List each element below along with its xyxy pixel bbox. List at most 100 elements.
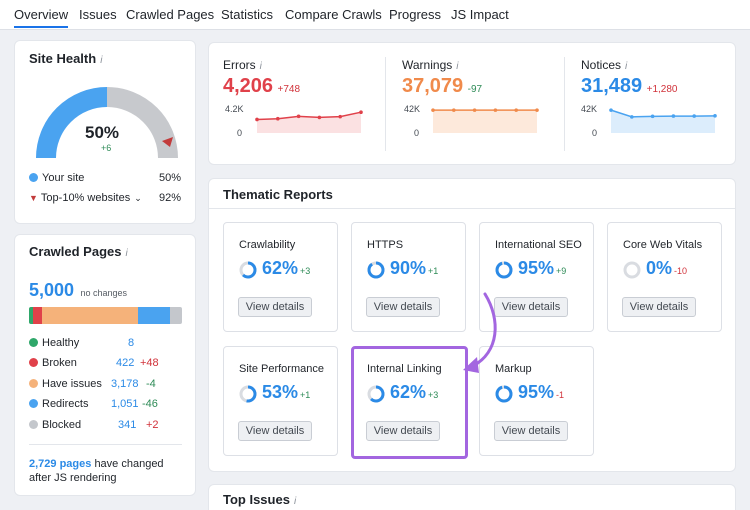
errors-ybottom: 0: [237, 128, 243, 138]
ring-track: [623, 261, 641, 279]
tab-issues[interactable]: Issues: [79, 7, 117, 22]
info-icon[interactable]: i: [100, 55, 103, 66]
report-percent: 62% +3: [390, 382, 439, 402]
info-icon[interactable]: i: [456, 61, 459, 72]
view-details-button[interactable]: View details: [366, 297, 440, 317]
sparkline-point: [472, 108, 477, 112]
sparkline-area: [433, 110, 537, 133]
view-details-button[interactable]: View details: [622, 297, 696, 317]
report-percent: 90% +1: [390, 258, 439, 278]
crawled-pages-card: Crawled Pages i 5,000 no changes Healthy …: [14, 234, 196, 496]
sparkline-point: [452, 108, 456, 112]
sparkline-point: [431, 108, 435, 112]
redirects-dot-icon: [29, 399, 38, 408]
tab-compare-crawls[interactable]: Compare Crawls: [285, 7, 382, 22]
sparkline-point: [493, 108, 498, 112]
crawled-row-issues[interactable]: Have issues: [29, 378, 102, 390]
crawled-row-redirects[interactable]: Redirects: [29, 398, 88, 410]
ring-progress: [495, 385, 513, 403]
view-details-button[interactable]: View details: [238, 421, 312, 441]
report-core-web-vitals[interactable]: Core Web Vitals 0% -10 View details: [607, 222, 722, 332]
report-international-seo[interactable]: International SEO 95% +9 View details: [479, 222, 594, 332]
report-markup[interactable]: Markup 95% -1 View details: [479, 346, 594, 456]
progress-ring-icon: [239, 385, 257, 403]
errors-ytop: 4.2K: [225, 104, 244, 114]
report-crawlability[interactable]: Crawlability 62% +3 View details: [223, 222, 338, 332]
sparkline-point: [338, 114, 342, 119]
tab-js-impact[interactable]: JS Impact: [451, 7, 509, 22]
crawled-value-issues[interactable]: 3,178: [111, 378, 139, 390]
sparkline-point: [535, 108, 539, 112]
your-site-value: 50%: [159, 172, 182, 184]
divider: [29, 444, 182, 445]
notices-value-row[interactable]: 31,489 +1,280: [581, 75, 678, 97]
site-health-title: Site Health i: [29, 51, 103, 66]
js-changed-note-2: after JS rendering: [29, 472, 117, 484]
your-site-row: Your site: [29, 172, 84, 184]
sparkline-point: [276, 116, 280, 121]
progress-ring-icon: [367, 385, 385, 403]
tab-progress[interactable]: Progress: [389, 7, 442, 22]
info-icon[interactable]: i: [125, 248, 128, 259]
sparkline-line: [256, 111, 362, 121]
bar-segment-broken: [33, 307, 42, 324]
crawled-value-healthy[interactable]: 8: [128, 337, 135, 349]
sparkline-point: [359, 110, 363, 114]
js-changed-link[interactable]: 2,729 pages: [29, 458, 92, 470]
report-https[interactable]: HTTPS 90% +1 View details: [351, 222, 466, 332]
info-icon[interactable]: i: [259, 61, 262, 72]
info-icon[interactable]: i: [625, 61, 628, 72]
sparkline-point: [317, 115, 322, 120]
divider: [209, 208, 735, 209]
top-issues-card: Top Issues i: [208, 484, 736, 510]
crawled-value-blocked[interactable]: 341: [118, 419, 137, 431]
top-websites-dropdown[interactable]: ▼ Top-10% websites ⌄: [29, 192, 142, 204]
crawled-row-blocked[interactable]: Blocked: [29, 419, 81, 431]
report-name: Crawlability: [239, 239, 296, 251]
issues-dot-icon: [29, 379, 38, 388]
crawled-total[interactable]: 5,000 no changes: [29, 280, 128, 300]
view-details-button[interactable]: View details: [366, 421, 440, 441]
view-details-button[interactable]: View details: [238, 297, 312, 317]
blocked-dot-icon: [29, 420, 38, 429]
tab-crawled-pages[interactable]: Crawled Pages: [126, 7, 215, 22]
thematic-reports-title: Thematic Reports: [223, 187, 333, 202]
crawled-row-broken[interactable]: Broken: [29, 357, 77, 369]
sparkline-point: [692, 114, 696, 118]
top-issues-title: Top Issues i: [223, 492, 297, 507]
tab-overview[interactable]: Overview: [14, 7, 69, 28]
sparkline-point: [255, 117, 259, 122]
report-site-performance[interactable]: Site Performance 53% +1 View details: [223, 346, 338, 456]
bar-segment-redirects: [138, 307, 170, 324]
warnings-value-row[interactable]: 37,079 -97: [402, 75, 483, 97]
report-internal-linking[interactable]: Internal Linking 62% +3 View details: [351, 346, 468, 459]
errors-value-row[interactable]: 4,206 +748: [223, 75, 301, 97]
tab-statistics[interactable]: Statistics: [221, 7, 274, 22]
progress-ring-icon: [239, 261, 257, 279]
warnings-ytop: 42K: [404, 104, 421, 114]
errors-label: Errors i: [223, 58, 262, 72]
crawled-row-healthy[interactable]: Healthy: [29, 337, 79, 349]
crawled-value-broken[interactable]: 422: [116, 357, 135, 369]
bar-segment-issues: [42, 307, 138, 324]
progress-ring-icon: [623, 261, 641, 279]
crawled-value-redirects[interactable]: 1,051: [111, 398, 139, 410]
bar-segment-healthy: [29, 307, 33, 324]
sparkline-point: [609, 108, 613, 112]
ring-progress: [495, 261, 513, 279]
report-percent: 62% +3: [262, 258, 311, 278]
info-icon[interactable]: i: [293, 496, 297, 507]
benchmark-marker-icon: [162, 137, 173, 147]
report-name: Core Web Vitals: [623, 239, 703, 251]
sparkline-point: [296, 114, 301, 119]
progress-ring-icon: [495, 385, 513, 403]
crawled-delta-issues: -4: [146, 378, 156, 390]
view-details-button[interactable]: View details: [494, 421, 568, 441]
metric-divider-2: [564, 57, 565, 151]
chevron-down-icon: ⌄: [134, 193, 142, 203]
annotation-arrow-icon: [463, 292, 497, 373]
progress-ring-icon: [367, 261, 385, 279]
view-details-button[interactable]: View details: [494, 297, 568, 317]
ring-progress: [367, 261, 385, 279]
triangle-down-icon: ▼: [29, 193, 38, 203]
